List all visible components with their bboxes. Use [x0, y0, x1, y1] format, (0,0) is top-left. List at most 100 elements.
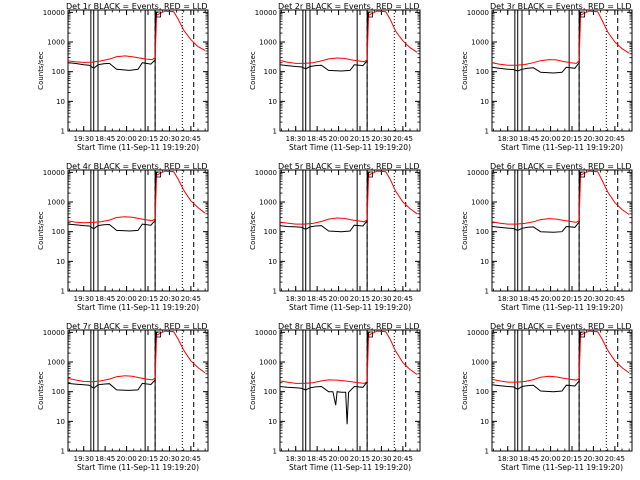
y-tick-label: 1 [61, 448, 65, 456]
y-tick-label: 10000 [467, 169, 489, 177]
y-tick-label: 1000 [471, 359, 489, 367]
panel-title: Det 2r BLACK = Events, RED = LLD [278, 2, 420, 11]
plot-frame [279, 9, 421, 132]
panel-title: Det 4r BLACK = Events, RED = LLD [66, 162, 208, 171]
detector-panel-8: 1 10 100 1000 10000 18:30 18:45 20:00 20:15 20:30… [249, 322, 421, 472]
x-tick-label: 20:30 [159, 455, 179, 463]
x-tick-label: 20:15 [350, 295, 370, 303]
series-line-events [280, 331, 370, 425]
x-tick-label: 20:30 [583, 295, 603, 303]
x-tick-label: 20:00 [540, 295, 560, 303]
x-tick-label: 20:15 [562, 455, 582, 463]
x-tick-label: 20:45 [181, 295, 201, 303]
x-tick-label: 18:30 [286, 455, 306, 463]
y-tick-label: 100 [264, 68, 277, 76]
x-tick-label: 20:30 [159, 295, 179, 303]
y-axis-label: Counts/sec [37, 51, 45, 90]
series-line-events [68, 331, 158, 391]
series-line-events [68, 11, 158, 71]
y-tick-label: 100 [476, 388, 489, 396]
saturation-marker [156, 11, 161, 18]
x-tick-label: 20:45 [605, 135, 625, 143]
y-tick-label: 100 [52, 228, 65, 236]
detector-panel-7: 1 10 100 1000 10000 19:30 18:45 20:00 20:15 20:30… [37, 322, 209, 472]
y-tick-label: 10 [56, 418, 65, 426]
x-tick-label: 20:15 [138, 135, 158, 143]
y-tick-label: 10000 [467, 9, 489, 17]
x-tick-label: 20:15 [138, 455, 158, 463]
x-tick-label: 20:00 [116, 295, 136, 303]
plot-frame [279, 169, 421, 292]
y-tick-label: 10 [268, 98, 277, 106]
x-axis-label: Start Time (11-Sep-11 19:19:20) [77, 463, 199, 472]
y-tick-label: 10000 [255, 329, 277, 337]
y-tick-label: 100 [264, 388, 277, 396]
x-tick-label: 19:30 [74, 295, 94, 303]
saturation-marker [368, 11, 373, 18]
x-axis-label: Start Time (11-Sep-11 19:19:20) [77, 303, 199, 312]
panel-title: Det 6r BLACK = Events, RED = LLD [490, 162, 632, 171]
plot-frame [67, 169, 209, 292]
x-tick-label: 20:30 [159, 135, 179, 143]
x-tick-label: 19:30 [74, 135, 94, 143]
series-line-events [492, 331, 582, 393]
y-axis-label: Counts/sec [37, 211, 45, 250]
series-line-lld [492, 170, 630, 225]
detector-panel-9: 1 10 100 1000 10000 18:30 18:45 20:00 20:15 20:30… [461, 322, 633, 472]
y-axis-label: Counts/sec [461, 51, 469, 90]
y-axis-label: Counts/sec [249, 51, 257, 90]
x-tick-label: 18:30 [286, 295, 306, 303]
series-line-lld [68, 10, 206, 63]
x-tick-label: 20:00 [116, 135, 136, 143]
y-tick-label: 1 [61, 288, 65, 296]
detector-panel-6: 1 10 100 1000 10000 18:30 18:45 20:00 20:15 20:30… [461, 162, 633, 312]
series-line-lld [68, 330, 206, 383]
x-tick-label: 18:30 [286, 135, 306, 143]
x-axis-label: Start Time (11-Sep-11 19:19:20) [501, 463, 623, 472]
y-tick-label: 100 [476, 68, 489, 76]
y-tick-label: 10000 [467, 329, 489, 337]
plot-frame [491, 329, 633, 452]
y-tick-label: 10 [480, 98, 489, 106]
y-tick-label: 1000 [259, 199, 277, 207]
series-line-events [280, 171, 370, 233]
x-axis-label: Start Time (11-Sep-11 19:19:20) [77, 143, 199, 152]
series-line-lld [280, 330, 418, 384]
y-tick-label: 10000 [43, 169, 65, 177]
x-tick-label: 20:45 [181, 455, 201, 463]
x-tick-label: 20:30 [583, 135, 603, 143]
y-tick-label: 1000 [259, 39, 277, 47]
panel-title: Det 3r BLACK = Events, RED = LLD [490, 2, 632, 11]
y-tick-label: 1 [485, 448, 489, 456]
x-tick-label: 20:30 [371, 455, 391, 463]
x-tick-label: 20:45 [181, 135, 201, 143]
y-tick-label: 1000 [47, 199, 65, 207]
plot-frame [491, 9, 633, 132]
x-tick-label: 20:45 [393, 135, 413, 143]
series-line-lld [492, 330, 630, 383]
y-tick-label: 100 [52, 388, 65, 396]
y-tick-label: 1 [61, 128, 65, 136]
series-line-lld [492, 10, 630, 66]
x-tick-label: 20:15 [138, 295, 158, 303]
y-axis-label: Counts/sec [249, 211, 257, 250]
y-tick-label: 100 [52, 68, 65, 76]
y-tick-label: 10 [268, 418, 277, 426]
x-tick-label: 18:45 [307, 135, 327, 143]
y-tick-label: 1 [273, 448, 277, 456]
x-tick-label: 20:15 [350, 135, 370, 143]
plot-frame [67, 9, 209, 132]
panel-title: Det 7r BLACK = Events, RED = LLD [66, 322, 208, 331]
x-tick-label: 18:30 [498, 135, 518, 143]
panel-title: Det 1r BLACK = Events, RED = LLD [66, 2, 208, 11]
x-tick-label: 20:00 [328, 295, 348, 303]
x-tick-label: 20:45 [393, 295, 413, 303]
series-line-lld [280, 10, 418, 64]
saturation-marker [368, 171, 373, 178]
series-line-events [492, 11, 582, 74]
y-tick-label: 1 [273, 288, 277, 296]
y-tick-label: 1 [485, 288, 489, 296]
y-tick-label: 10000 [255, 169, 277, 177]
x-tick-label: 18:30 [498, 455, 518, 463]
